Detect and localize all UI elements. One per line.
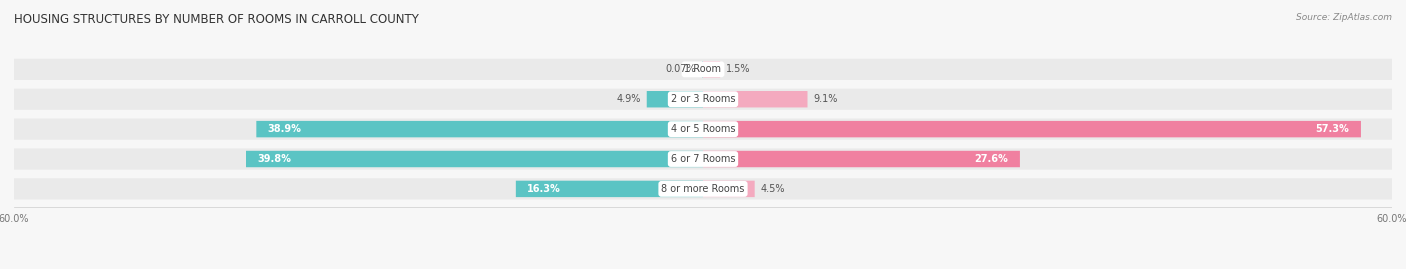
Text: 4 or 5 Rooms: 4 or 5 Rooms xyxy=(671,124,735,134)
Text: 1.5%: 1.5% xyxy=(725,64,751,74)
Text: 8 or more Rooms: 8 or more Rooms xyxy=(661,184,745,194)
FancyBboxPatch shape xyxy=(516,181,703,197)
Text: 39.8%: 39.8% xyxy=(257,154,291,164)
Text: 2 or 3 Rooms: 2 or 3 Rooms xyxy=(671,94,735,104)
Text: 4.5%: 4.5% xyxy=(761,184,785,194)
Text: 4.9%: 4.9% xyxy=(617,94,641,104)
FancyBboxPatch shape xyxy=(8,178,1398,200)
FancyBboxPatch shape xyxy=(703,151,1019,167)
Text: 6 or 7 Rooms: 6 or 7 Rooms xyxy=(671,154,735,164)
Text: 9.1%: 9.1% xyxy=(813,94,838,104)
FancyBboxPatch shape xyxy=(703,121,1361,137)
FancyBboxPatch shape xyxy=(703,181,755,197)
FancyBboxPatch shape xyxy=(8,119,1398,140)
FancyBboxPatch shape xyxy=(703,91,807,107)
FancyBboxPatch shape xyxy=(256,121,703,137)
Text: 16.3%: 16.3% xyxy=(527,184,561,194)
Text: 27.6%: 27.6% xyxy=(974,154,1008,164)
Text: HOUSING STRUCTURES BY NUMBER OF ROOMS IN CARROLL COUNTY: HOUSING STRUCTURES BY NUMBER OF ROOMS IN… xyxy=(14,13,419,26)
FancyBboxPatch shape xyxy=(8,89,1398,110)
FancyBboxPatch shape xyxy=(647,91,703,107)
Text: Source: ZipAtlas.com: Source: ZipAtlas.com xyxy=(1296,13,1392,22)
Text: 0.07%: 0.07% xyxy=(666,64,696,74)
Text: 1 Room: 1 Room xyxy=(685,64,721,74)
FancyBboxPatch shape xyxy=(703,61,720,77)
Text: 57.3%: 57.3% xyxy=(1316,124,1350,134)
FancyBboxPatch shape xyxy=(8,59,1398,80)
FancyBboxPatch shape xyxy=(8,148,1398,170)
Text: 38.9%: 38.9% xyxy=(267,124,302,134)
FancyBboxPatch shape xyxy=(246,151,703,167)
